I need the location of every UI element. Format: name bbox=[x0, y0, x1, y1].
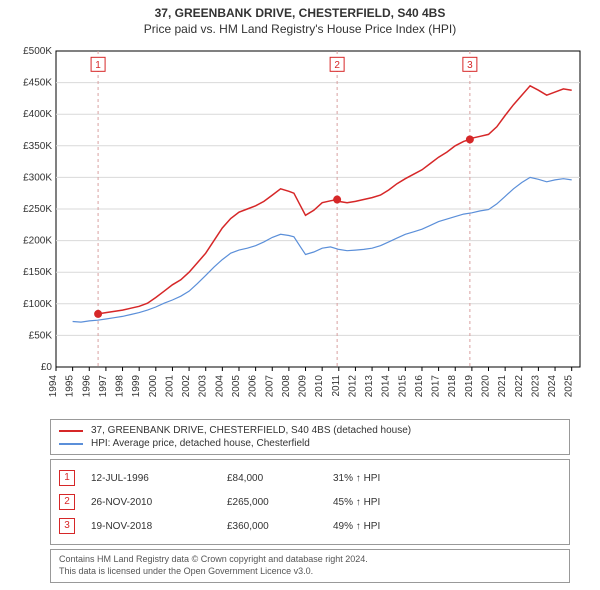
transaction-price: £360,000 bbox=[227, 521, 317, 532]
svg-text:2003: 2003 bbox=[198, 375, 209, 398]
svg-text:1994: 1994 bbox=[48, 375, 59, 398]
chart-subtitle: Price paid vs. HM Land Registry's House … bbox=[10, 22, 590, 38]
transaction-row: 1 12-JUL-1996 £84,000 31% ↑ HPI bbox=[59, 466, 561, 490]
transaction-date: 12-JUL-1996 bbox=[91, 473, 211, 484]
page-root: 37, GREENBANK DRIVE, CHESTERFIELD, S40 4… bbox=[0, 0, 600, 590]
transaction-price: £84,000 bbox=[227, 473, 317, 484]
transaction-row: 3 19-NOV-2018 £360,000 49% ↑ HPI bbox=[59, 514, 561, 538]
svg-text:2015: 2015 bbox=[397, 375, 408, 398]
svg-text:1: 1 bbox=[95, 60, 101, 71]
svg-text:2011: 2011 bbox=[331, 375, 342, 397]
transaction-delta: 31% ↑ HPI bbox=[333, 473, 561, 484]
svg-text:2016: 2016 bbox=[414, 375, 425, 398]
svg-text:2001: 2001 bbox=[164, 375, 175, 398]
svg-text:£150K: £150K bbox=[23, 267, 52, 278]
transaction-delta: 45% ↑ HPI bbox=[333, 497, 561, 508]
svg-text:2009: 2009 bbox=[298, 375, 309, 398]
transactions-table: 1 12-JUL-1996 £84,000 31% ↑ HPI 2 26-NOV-2010… bbox=[50, 459, 570, 545]
svg-text:£50K: £50K bbox=[29, 331, 53, 342]
transaction-marker: 2 bbox=[59, 494, 75, 510]
legend-label-series1: 37, GREENBANK DRIVE, CHESTERFIELD, S40 4… bbox=[91, 425, 411, 436]
transaction-delta: 49% ↑ HPI bbox=[333, 521, 561, 532]
svg-text:2002: 2002 bbox=[181, 375, 192, 398]
svg-text:2014: 2014 bbox=[381, 375, 392, 398]
svg-text:2004: 2004 bbox=[214, 375, 225, 398]
legend-row-series2: HPI: Average price, detached house, Ches… bbox=[59, 437, 561, 450]
svg-text:2006: 2006 bbox=[248, 375, 259, 398]
transaction-row: 2 26-NOV-2010 £265,000 45% ↑ HPI bbox=[59, 490, 561, 514]
chart-svg: £0 £50K £100K £150K £200K £250K £300K £350K £400… bbox=[10, 43, 590, 413]
svg-text:£200K: £200K bbox=[23, 236, 52, 247]
legend-label-series2: HPI: Average price, detached house, Ches… bbox=[91, 438, 310, 449]
svg-text:£250K: £250K bbox=[23, 204, 52, 215]
transaction-marker: 3 bbox=[59, 518, 75, 534]
svg-text:2019: 2019 bbox=[464, 375, 475, 398]
svg-text:1996: 1996 bbox=[81, 375, 92, 398]
svg-text:£400K: £400K bbox=[23, 109, 52, 120]
svg-text:1999: 1999 bbox=[131, 375, 142, 398]
transaction-marker: 1 bbox=[59, 470, 75, 486]
chart-title: 37, GREENBANK DRIVE, CHESTERFIELD, S40 4… bbox=[10, 6, 590, 22]
svg-text:2008: 2008 bbox=[281, 375, 292, 398]
legend-swatch-series1 bbox=[59, 430, 83, 432]
svg-text:2025: 2025 bbox=[564, 375, 575, 398]
svg-text:2020: 2020 bbox=[481, 375, 492, 398]
svg-text:2007: 2007 bbox=[264, 375, 275, 398]
svg-text:2021: 2021 bbox=[497, 375, 508, 398]
svg-text:2013: 2013 bbox=[364, 375, 375, 398]
svg-text:2023: 2023 bbox=[530, 375, 541, 398]
svg-text:2024: 2024 bbox=[547, 375, 558, 398]
svg-text:£300K: £300K bbox=[23, 173, 52, 184]
legend-swatch-series2 bbox=[59, 443, 83, 445]
svg-text:£350K: £350K bbox=[23, 141, 52, 152]
svg-text:3: 3 bbox=[467, 60, 473, 71]
footer-line-2: This data is licensed under the Open Gov… bbox=[59, 566, 561, 578]
svg-text:2022: 2022 bbox=[514, 375, 525, 398]
transaction-date: 26-NOV-2010 bbox=[91, 497, 211, 508]
svg-text:2005: 2005 bbox=[231, 375, 242, 398]
attribution-footer: Contains HM Land Registry data © Crown c… bbox=[50, 549, 570, 582]
svg-text:1995: 1995 bbox=[65, 375, 76, 398]
svg-text:£500K: £500K bbox=[23, 46, 52, 57]
svg-text:£100K: £100K bbox=[23, 299, 52, 310]
svg-text:1997: 1997 bbox=[98, 375, 109, 398]
svg-text:£0: £0 bbox=[41, 362, 53, 373]
svg-text:£450K: £450K bbox=[23, 78, 52, 89]
svg-text:1998: 1998 bbox=[115, 375, 126, 398]
svg-text:2017: 2017 bbox=[431, 375, 442, 398]
svg-text:2000: 2000 bbox=[148, 375, 159, 398]
svg-text:2: 2 bbox=[334, 60, 340, 71]
transaction-price: £265,000 bbox=[227, 497, 317, 508]
svg-text:2010: 2010 bbox=[314, 375, 325, 398]
legend: 37, GREENBANK DRIVE, CHESTERFIELD, S40 4… bbox=[50, 419, 570, 455]
footer-line-1: Contains HM Land Registry data © Crown c… bbox=[59, 554, 561, 566]
legend-row-series1: 37, GREENBANK DRIVE, CHESTERFIELD, S40 4… bbox=[59, 424, 561, 437]
transaction-date: 19-NOV-2018 bbox=[91, 521, 211, 532]
svg-text:2012: 2012 bbox=[347, 375, 358, 398]
svg-text:2018: 2018 bbox=[447, 375, 458, 398]
price-chart: £0 £50K £100K £150K £200K £250K £300K £350K £400… bbox=[10, 43, 590, 413]
